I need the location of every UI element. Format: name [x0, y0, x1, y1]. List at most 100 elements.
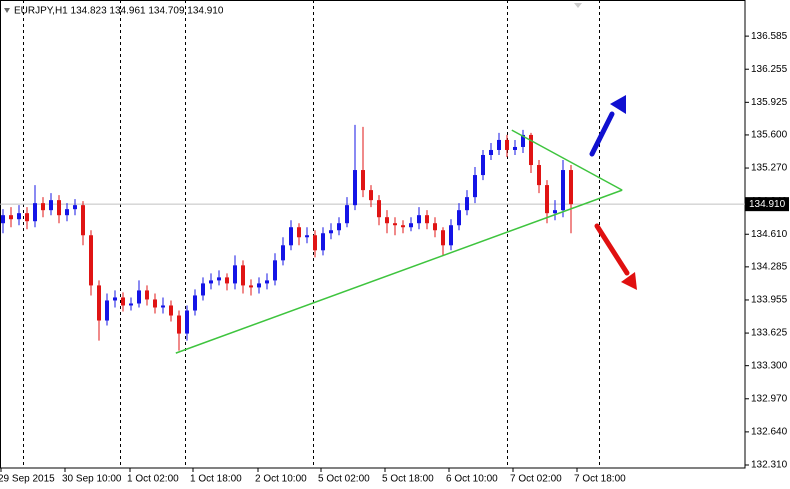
candle-body [225, 277, 229, 284]
candle-body [393, 223, 397, 226]
candle-body [49, 200, 53, 211]
candle-body [217, 277, 221, 281]
candle-body [321, 233, 325, 251]
candle-body [385, 217, 389, 224]
candle-body [465, 197, 469, 211]
down-arrow [594, 223, 637, 290]
candle-body [57, 200, 61, 216]
trendline [511, 129, 623, 191]
y-tick-label: 132.310 [751, 460, 788, 471]
candle-body [137, 290, 141, 304]
candle-body [489, 149, 493, 155]
candle-body [361, 170, 365, 191]
candle-body [473, 175, 477, 198]
candle-body [105, 300, 109, 321]
candle-body [313, 235, 317, 251]
candle-body [113, 297, 117, 301]
candle-body [257, 283, 261, 288]
candle-body [409, 223, 413, 228]
candle-body [545, 185, 549, 214]
candle-body [145, 290, 149, 300]
candle-body [529, 134, 533, 166]
candle-body [193, 295, 197, 311]
candle-body [17, 213, 21, 220]
candle-body [97, 285, 101, 321]
y-tick-label: 132.970 [751, 393, 788, 404]
candle-body [417, 215, 421, 224]
candle-body [121, 297, 125, 306]
candle-body [433, 223, 437, 231]
candle-body [497, 139, 501, 150]
x-tick-label: 7 Oct 18:00 [574, 474, 626, 485]
candle-body [265, 280, 269, 284]
y-tick-label: 135.600 [751, 130, 788, 141]
candle-body [505, 139, 509, 150]
x-tick-label: 5 Oct 02:00 [318, 474, 370, 485]
trendline [175, 189, 623, 354]
candle-body [65, 209, 69, 216]
candle-body [449, 225, 453, 246]
symbol-icon [4, 8, 10, 13]
candle-body [297, 227, 301, 238]
candle-body [553, 210, 557, 214]
candle-body [329, 230, 333, 234]
y-tick-label: 136.585 [751, 31, 788, 42]
y-tick-label: 136.255 [751, 64, 788, 75]
candle-body [241, 265, 245, 286]
y-tick-label: 133.625 [751, 328, 788, 339]
shift-marker [574, 3, 582, 8]
x-tick-label: 30 Sep 10:00 [62, 474, 122, 485]
last-price-box [745, 197, 789, 212]
y-tick-label: 133.955 [751, 295, 788, 306]
candle-body [401, 225, 405, 228]
chart-title: EURJPY,H1 134.823 134.961 134.709 134.91… [14, 6, 224, 17]
candle-body [521, 134, 525, 147]
candle-body [281, 245, 285, 261]
candle-body [233, 265, 237, 284]
x-tick-label: 2 Oct 10:00 [255, 474, 307, 485]
candle-body [561, 170, 565, 211]
x-tick-label: 6 Oct 10:00 [446, 474, 498, 485]
candle-body [41, 203, 45, 211]
candle-body [441, 230, 445, 246]
candle-body [89, 235, 93, 286]
candle-body [1, 215, 5, 224]
candle-body [161, 305, 165, 308]
candle-body [249, 285, 253, 288]
candle-body [369, 190, 373, 201]
candle-body [337, 223, 341, 231]
candle-body [201, 283, 205, 296]
candle-body [305, 235, 309, 238]
y-tick-label: 132.640 [751, 427, 788, 438]
y-tick-label: 135.925 [751, 97, 788, 108]
candle-body [25, 213, 29, 222]
candle-body [129, 303, 133, 306]
candle-body [481, 154, 485, 176]
y-tick-label: 134.610 [751, 229, 788, 240]
candle-body [9, 215, 13, 220]
candle-body [353, 170, 357, 206]
x-tick-label: 1 Oct 18:00 [190, 474, 242, 485]
x-tick-label: 5 Oct 18:00 [382, 474, 434, 485]
y-tick-label: 134.285 [751, 261, 788, 272]
x-tick-label: 1 Oct 02:00 [127, 474, 179, 485]
candle-body [289, 227, 293, 246]
candle-body [345, 205, 349, 224]
candle-body [513, 146, 517, 150]
y-tick-label: 135.270 [751, 163, 788, 174]
x-tick-label: 29 Sep 2015 [0, 474, 55, 485]
candle-body [209, 280, 213, 284]
up-arrow [589, 95, 626, 157]
candle-body [169, 305, 173, 316]
candle-body [457, 210, 461, 226]
candle-body [153, 299, 157, 308]
candle-body [185, 310, 189, 334]
y-tick-label: 133.300 [751, 360, 788, 371]
candle-body [177, 315, 181, 334]
candle-body [81, 205, 85, 236]
last-price-label: 134.910 [749, 199, 786, 210]
candle-body [569, 170, 573, 205]
candle-body [273, 260, 277, 281]
